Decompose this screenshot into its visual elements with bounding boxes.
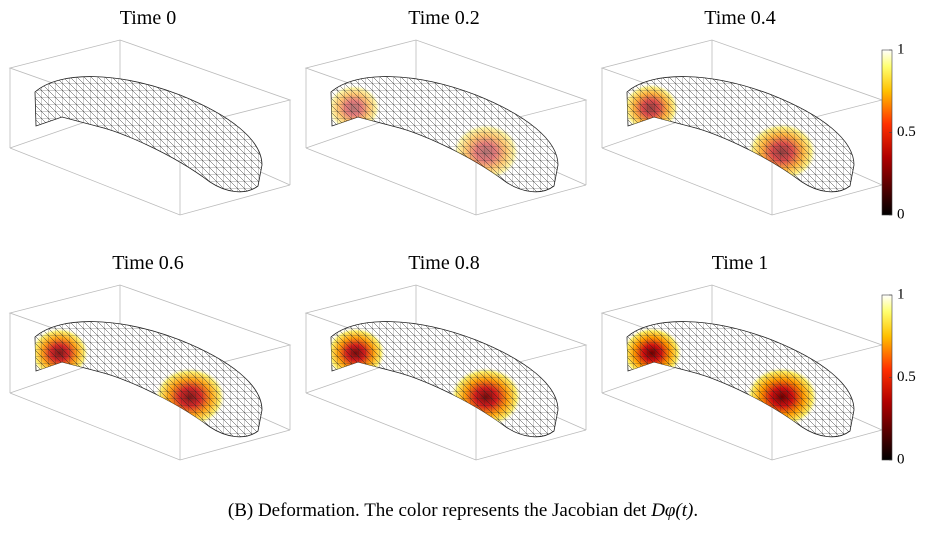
colorbar-tick-label: 0.5 (897, 124, 916, 140)
caption-text: Deformation. The color represents the Ja… (258, 500, 647, 521)
mesh (326, 322, 558, 437)
mesh (622, 322, 854, 437)
panel-title: Time 0.8 (408, 252, 480, 274)
panel-title: Time 0.2 (408, 7, 480, 29)
colorbar-tick-label: 0.5 (897, 369, 916, 385)
colorbar-tick-label: 1 (897, 41, 905, 57)
mesh (30, 322, 262, 437)
panel-title: Time 0.6 (112, 252, 184, 274)
panel: Time 0.2 (306, 7, 586, 215)
mesh-lines (331, 77, 558, 192)
caption: (B) Deformation. The color represents th… (228, 500, 698, 521)
panels: Time 0 Time 0.2 Time 0.4 Time 0.6 Time 0.8 Ti… (10, 7, 882, 460)
mesh-lines (627, 322, 854, 437)
panel-title: Time 1 (712, 252, 769, 274)
caption-label: (B) (228, 500, 253, 521)
mesh (35, 77, 262, 192)
panel-title: Time 0.4 (704, 7, 776, 29)
caption-math: Dφ(t) (650, 500, 693, 521)
colorbar-tick-label: 0 (897, 451, 905, 467)
mesh (327, 77, 558, 192)
mesh-lines (331, 322, 558, 437)
panel: Time 0.8 (306, 252, 586, 460)
mesh-lines (627, 77, 854, 192)
caption-end: . (693, 500, 698, 521)
colorbars: 0 0.5 1 0 0.5 1 (882, 41, 916, 467)
colorbar-tick-label: 1 (897, 286, 905, 302)
mesh (623, 77, 854, 192)
figure: Time 0 Time 0.2 Time 0.4 Time 0.6 Time 0.8 Ti… (0, 0, 927, 531)
mesh-lines (35, 322, 262, 437)
panel: Time 0.4 (602, 7, 882, 215)
panel: Time 0 (10, 7, 290, 215)
panel-title: Time 0 (120, 7, 177, 29)
mesh-lines (35, 77, 262, 192)
panel: Time 1 (602, 252, 882, 460)
panel: Time 0.6 (10, 252, 290, 460)
colorbar-tick-label: 0 (897, 206, 905, 222)
